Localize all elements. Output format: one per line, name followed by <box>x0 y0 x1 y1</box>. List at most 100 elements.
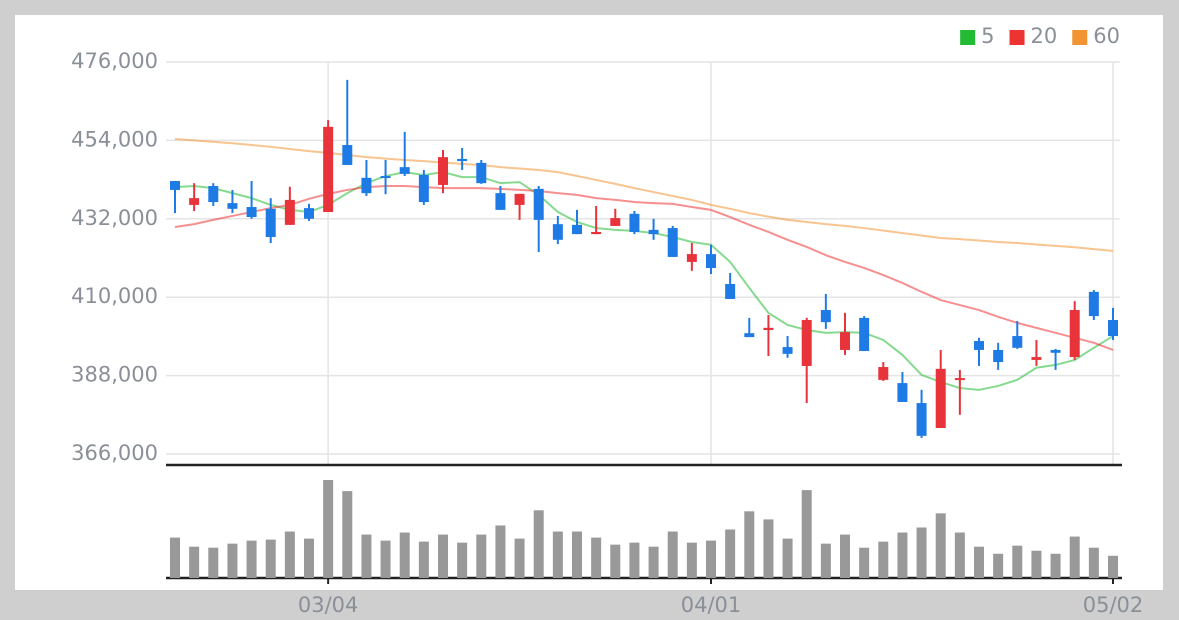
legend-label: 5 <box>981 24 994 48</box>
candle-body <box>457 158 468 162</box>
y-tick-label: 366,000 <box>71 441 158 465</box>
volume-bar <box>208 547 219 578</box>
volume-bar <box>380 540 391 578</box>
volume-bar <box>418 541 429 578</box>
volume-bar <box>763 519 774 578</box>
candle-body <box>1050 349 1061 353</box>
volume-bar <box>457 542 468 578</box>
candle-body <box>514 193 525 205</box>
x-tick-label: 05/02 <box>1083 593 1144 617</box>
volume-bar <box>859 547 870 578</box>
x-tick-label: 04/01 <box>681 593 742 617</box>
candle-body <box>591 231 602 235</box>
candle-body <box>495 193 506 210</box>
volume-bar <box>878 541 889 578</box>
candle-body <box>572 224 582 235</box>
candle-body <box>361 177 372 194</box>
candle-body <box>725 284 736 299</box>
volume-bar <box>495 525 506 578</box>
candle-body <box>667 228 678 257</box>
candle-body <box>284 199 295 225</box>
candle-body <box>227 203 238 209</box>
x-tick-label: 03/04 <box>298 593 359 617</box>
candle-body <box>916 403 927 436</box>
y-tick-label: 388,000 <box>71 363 158 387</box>
candle-body <box>552 224 563 240</box>
candle-body <box>265 208 276 237</box>
candle-body <box>954 378 965 381</box>
candle-body <box>974 341 984 350</box>
volume-bar <box>170 537 180 578</box>
candle-body <box>304 208 314 219</box>
candle-body <box>342 145 353 165</box>
volume-bar <box>897 532 908 578</box>
candle-body <box>533 188 544 220</box>
candle-body <box>189 198 200 205</box>
volume-bar <box>1031 550 1042 578</box>
candle-body <box>418 174 429 203</box>
volume-bar <box>1108 555 1118 578</box>
volume-bar <box>782 538 793 578</box>
volume-bar <box>916 527 927 578</box>
volume-bar <box>840 534 850 578</box>
y-tick-label: 432,000 <box>71 206 158 230</box>
candle-body <box>246 207 257 218</box>
volume-bar <box>1088 547 1099 578</box>
candle-body <box>1088 291 1099 317</box>
candle-body <box>859 317 870 352</box>
volume-bar <box>399 532 410 578</box>
candle-body <box>610 218 621 226</box>
volume-bar <box>514 538 525 578</box>
volume-bar <box>246 540 257 578</box>
candle-body <box>763 327 774 330</box>
legend-swatch <box>960 30 976 45</box>
candle-body <box>686 254 697 262</box>
volume-bar <box>648 546 659 578</box>
volume-bar <box>706 540 716 578</box>
candle-body <box>380 176 391 179</box>
candle-body <box>820 310 831 323</box>
volume-bar <box>935 513 946 578</box>
candle-body <box>1012 336 1023 348</box>
candle-body <box>935 368 946 428</box>
volume-bar <box>1012 545 1023 578</box>
volume-bar <box>438 534 448 578</box>
candle-body <box>1069 310 1080 358</box>
candle-body <box>399 167 410 174</box>
volume-bar <box>744 511 755 578</box>
candle-body <box>629 213 640 232</box>
volume-bar <box>304 538 314 578</box>
candle-body <box>438 157 448 185</box>
volume-bar <box>1050 553 1061 578</box>
volume-bar <box>533 510 544 578</box>
volume-bar <box>476 534 487 578</box>
volume-bar <box>974 546 984 578</box>
volume-bar <box>629 542 640 578</box>
volume-bar <box>686 542 697 578</box>
volume-bar <box>265 539 276 578</box>
candle-body <box>993 349 1004 363</box>
candle-body <box>744 333 755 338</box>
volume-bar <box>820 543 831 578</box>
volume-bar <box>323 480 334 578</box>
candle-body <box>476 162 487 184</box>
candle-body <box>706 254 716 268</box>
panel <box>15 15 1163 590</box>
volume-bar <box>801 490 812 578</box>
volume-bar <box>227 543 238 578</box>
legend-swatch <box>1009 30 1025 45</box>
candle-body <box>878 367 889 380</box>
volume-bar <box>993 553 1004 578</box>
legend-label: 60 <box>1093 24 1120 48</box>
volume-bar <box>954 532 965 578</box>
volume-bar <box>725 529 736 578</box>
volume-bar <box>361 534 372 578</box>
volume-bar <box>342 491 353 578</box>
candle-body <box>208 186 219 203</box>
candle-body <box>840 332 850 350</box>
candle-body <box>323 126 334 213</box>
legend-swatch <box>1072 30 1088 45</box>
volume-bar <box>591 537 602 578</box>
candle-body <box>897 383 908 402</box>
volume-bar <box>572 531 582 578</box>
